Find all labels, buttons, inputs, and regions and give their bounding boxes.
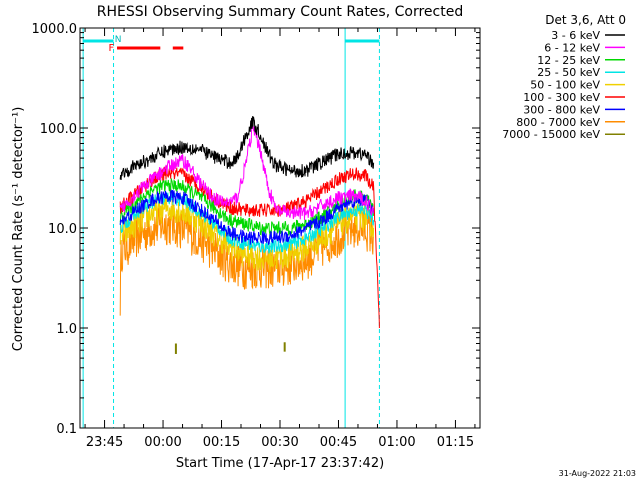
legend-label: 50 - 100 keV [530, 79, 600, 92]
legend-label: 12 - 25 keV [537, 54, 600, 67]
y-tick-label: 1000.0 [32, 22, 78, 37]
x-tick-label: 01:15 [437, 435, 474, 450]
series-line [119, 165, 380, 329]
y-tick-label: 0.1 [56, 422, 77, 437]
flare-flag-label: F [108, 43, 114, 54]
x-tick-label: 01:00 [378, 435, 415, 450]
legend-label: 25 - 50 keV [537, 66, 600, 79]
series-line [119, 116, 375, 181]
y-tick-label: 10.0 [48, 222, 77, 237]
detector-info: Det 3,6, Att 0 [545, 13, 626, 27]
y-axis-label: Corrected Count Rate (s⁻¹ detector⁻¹) [11, 107, 26, 352]
y-tick-label: 1.0 [56, 322, 77, 337]
y-tick-label: 100.0 [40, 122, 77, 137]
x-tick-label: 00:15 [203, 435, 240, 450]
series-line [119, 189, 375, 246]
legend-label: 6 - 12 keV [544, 41, 600, 54]
night-flag-label: N [115, 35, 122, 45]
legend-label: 800 - 7000 keV [516, 116, 600, 129]
legend-label: 300 - 800 keV [523, 103, 600, 116]
legend-label: 100 - 300 keV [523, 91, 600, 104]
chart-title: RHESSI Observing Summary Count Rates, Co… [97, 4, 463, 20]
legend-label: 7000 - 15000 keV [502, 128, 600, 141]
x-tick-label: 23:45 [86, 435, 123, 450]
series-line [119, 178, 375, 237]
legend-label: 3 - 6 keV [551, 29, 600, 42]
x-tick-label: 00:30 [261, 435, 298, 450]
x-axis-label: Start Time (17-Apr-17 23:37:42) [176, 456, 384, 471]
series-line [119, 125, 374, 221]
timestamp: 31-Aug-2022 21:03 [559, 469, 636, 478]
x-tick-label: 00:45 [320, 435, 357, 450]
x-tick-label: 00:00 [144, 435, 181, 450]
